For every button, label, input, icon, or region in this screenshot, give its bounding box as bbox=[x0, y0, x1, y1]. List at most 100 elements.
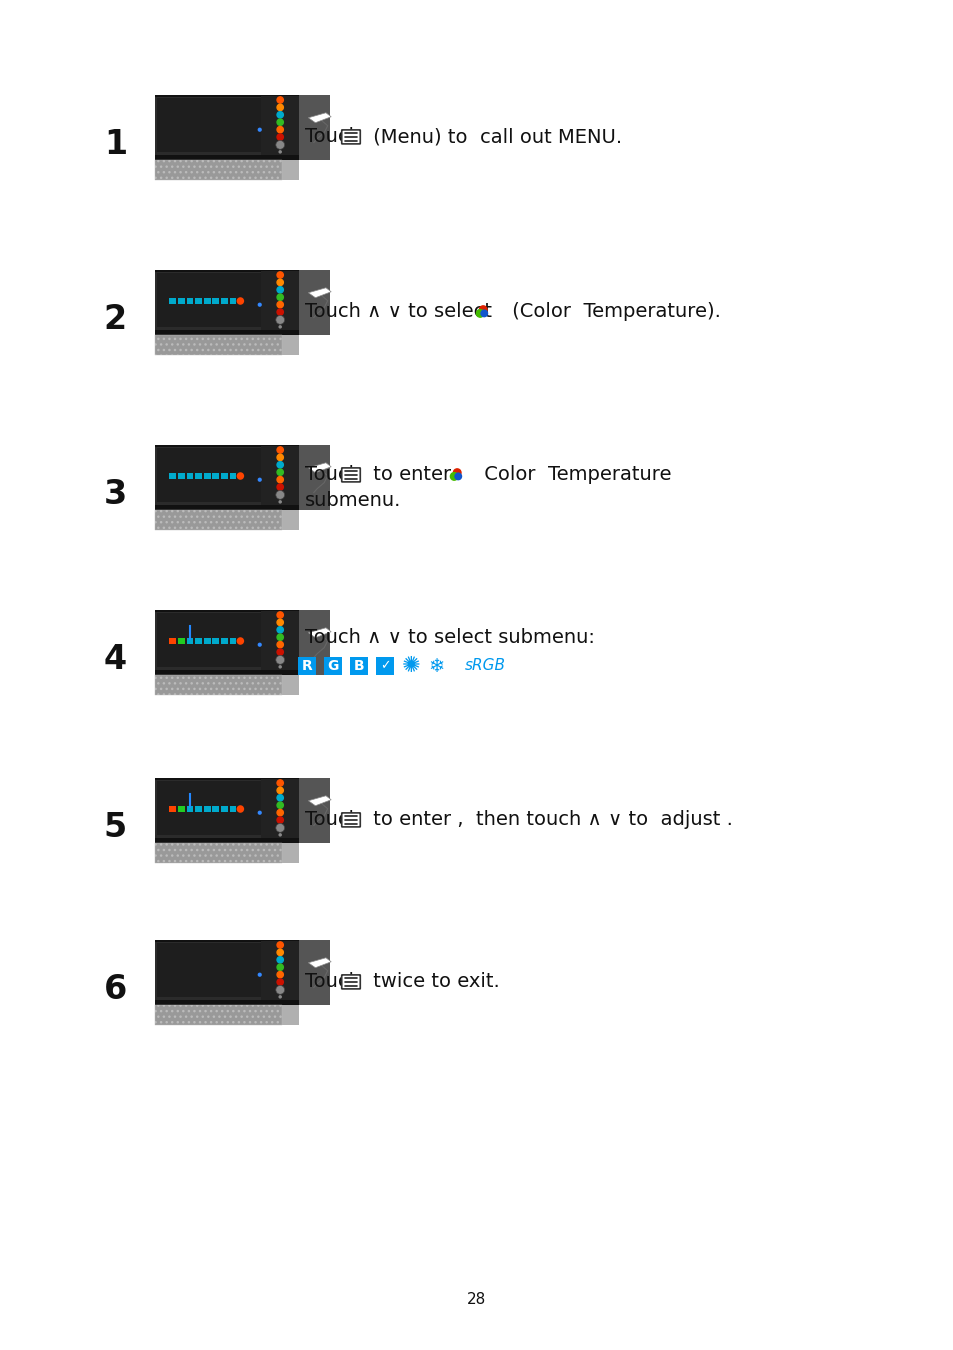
Bar bbox=[221, 639, 228, 644]
Bar bbox=[261, 612, 298, 670]
Circle shape bbox=[278, 150, 282, 154]
Bar bbox=[187, 474, 193, 479]
Bar bbox=[156, 99, 261, 151]
Bar bbox=[154, 329, 298, 335]
Circle shape bbox=[276, 979, 283, 986]
Circle shape bbox=[276, 795, 283, 801]
Bar bbox=[195, 639, 202, 644]
Bar bbox=[187, 806, 193, 811]
Circle shape bbox=[276, 612, 283, 618]
FancyBboxPatch shape bbox=[341, 975, 360, 990]
Bar bbox=[204, 474, 211, 479]
Bar bbox=[350, 657, 368, 675]
Circle shape bbox=[257, 643, 261, 647]
Circle shape bbox=[236, 637, 244, 645]
Bar bbox=[204, 639, 211, 644]
Bar bbox=[154, 610, 298, 670]
Bar bbox=[281, 842, 298, 863]
Bar bbox=[281, 1004, 298, 1025]
Text: Color  Temperature: Color Temperature bbox=[477, 466, 671, 485]
Text: 1: 1 bbox=[104, 128, 127, 162]
Bar bbox=[154, 446, 298, 505]
Circle shape bbox=[275, 824, 284, 832]
Bar bbox=[281, 675, 298, 695]
Circle shape bbox=[275, 986, 284, 994]
Bar bbox=[230, 639, 236, 644]
Circle shape bbox=[276, 641, 283, 648]
Circle shape bbox=[278, 666, 282, 668]
FancyBboxPatch shape bbox=[341, 130, 360, 144]
Bar bbox=[154, 446, 298, 447]
Bar bbox=[170, 298, 176, 304]
Bar bbox=[204, 298, 211, 304]
Circle shape bbox=[236, 297, 244, 305]
Circle shape bbox=[276, 964, 283, 971]
Circle shape bbox=[276, 780, 283, 786]
Bar bbox=[298, 95, 330, 159]
Bar bbox=[154, 675, 281, 695]
Circle shape bbox=[278, 833, 282, 837]
Circle shape bbox=[454, 472, 461, 481]
Bar bbox=[213, 298, 219, 304]
Bar bbox=[195, 298, 202, 304]
Circle shape bbox=[276, 454, 283, 460]
Bar bbox=[281, 335, 298, 355]
Circle shape bbox=[276, 127, 283, 132]
Bar bbox=[154, 842, 281, 863]
Bar bbox=[187, 639, 193, 644]
Bar bbox=[154, 670, 298, 675]
Bar bbox=[221, 806, 228, 811]
Bar bbox=[154, 159, 281, 180]
Polygon shape bbox=[308, 795, 331, 806]
Bar bbox=[154, 675, 281, 695]
Circle shape bbox=[276, 649, 283, 655]
Bar bbox=[230, 806, 236, 811]
Circle shape bbox=[276, 634, 283, 640]
Circle shape bbox=[276, 119, 283, 126]
Circle shape bbox=[276, 626, 283, 633]
Text: G: G bbox=[327, 659, 338, 672]
Bar bbox=[170, 639, 176, 644]
Circle shape bbox=[276, 942, 283, 948]
Circle shape bbox=[257, 302, 261, 306]
Bar bbox=[178, 474, 185, 479]
Text: 3: 3 bbox=[104, 478, 127, 512]
Bar bbox=[230, 474, 236, 479]
Circle shape bbox=[257, 478, 261, 482]
Text: Touch: Touch bbox=[305, 972, 367, 991]
Bar bbox=[156, 273, 261, 327]
Circle shape bbox=[449, 472, 458, 481]
Circle shape bbox=[479, 309, 488, 317]
Text: 5: 5 bbox=[104, 811, 127, 844]
FancyBboxPatch shape bbox=[341, 813, 360, 828]
Circle shape bbox=[453, 468, 461, 477]
Circle shape bbox=[278, 325, 282, 328]
Circle shape bbox=[278, 500, 282, 504]
Circle shape bbox=[275, 316, 284, 324]
Circle shape bbox=[275, 490, 284, 500]
Text: Touch ∧ ∨ to select submenu:: Touch ∧ ∨ to select submenu: bbox=[305, 628, 595, 648]
Circle shape bbox=[276, 817, 283, 824]
Bar bbox=[154, 510, 281, 529]
Text: 6: 6 bbox=[104, 973, 127, 1006]
Circle shape bbox=[236, 805, 244, 813]
Bar bbox=[261, 271, 298, 329]
Bar bbox=[281, 510, 298, 529]
Bar bbox=[154, 610, 298, 613]
Bar bbox=[281, 159, 298, 180]
Circle shape bbox=[276, 309, 283, 315]
Text: Touch: Touch bbox=[305, 127, 367, 146]
Circle shape bbox=[276, 957, 283, 963]
Bar bbox=[375, 657, 394, 675]
Bar bbox=[154, 510, 281, 529]
Text: 2: 2 bbox=[104, 304, 127, 336]
Circle shape bbox=[276, 810, 283, 815]
Text: (Menu) to  call out MENU.: (Menu) to call out MENU. bbox=[367, 127, 621, 146]
Circle shape bbox=[276, 468, 283, 475]
Bar bbox=[204, 806, 211, 811]
Text: to enter: to enter bbox=[367, 466, 456, 485]
Text: twice to exit.: twice to exit. bbox=[367, 972, 499, 991]
Circle shape bbox=[276, 286, 283, 293]
Bar bbox=[154, 778, 298, 780]
Circle shape bbox=[276, 972, 283, 977]
